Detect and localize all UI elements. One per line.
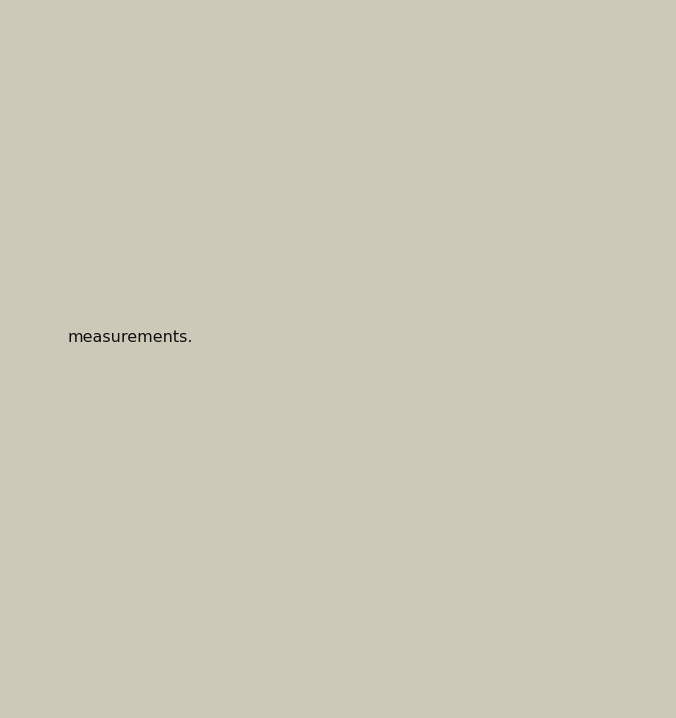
- Text: measurements.: measurements.: [68, 330, 193, 345]
